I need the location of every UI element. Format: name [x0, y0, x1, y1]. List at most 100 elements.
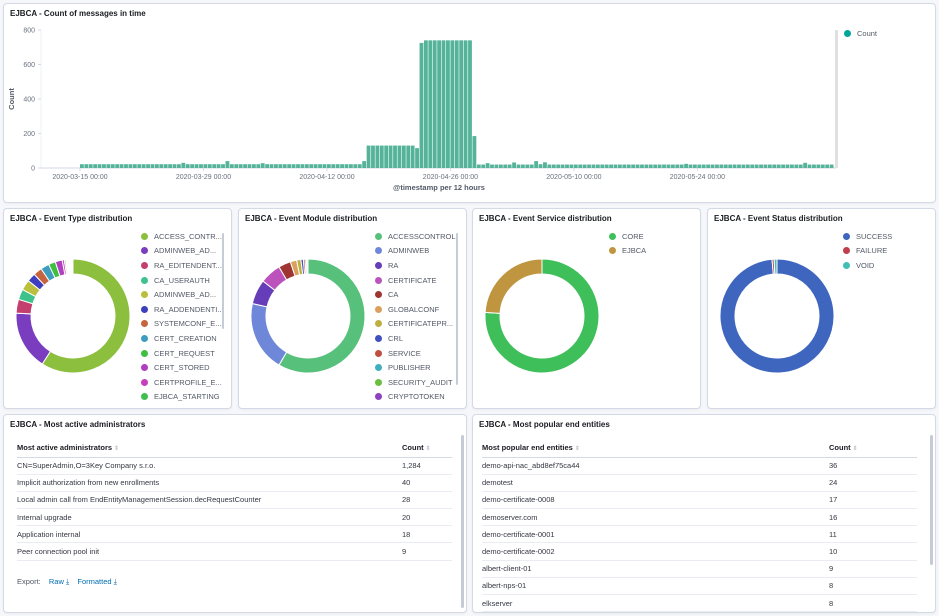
histogram-bar[interactable]: [781, 164, 785, 168]
histogram-bar[interactable]: [666, 164, 671, 168]
histogram-bar[interactable]: [485, 163, 490, 168]
histogram-bar[interactable]: [318, 164, 322, 168]
histogram-bar[interactable]: [635, 164, 640, 168]
histogram-bar[interactable]: [256, 164, 261, 168]
histogram-bar[interactable]: [675, 164, 680, 168]
histogram-bar[interactable]: [600, 164, 605, 168]
histogram-bar[interactable]: [278, 164, 283, 168]
legend-item[interactable]: SUCCESS: [843, 229, 892, 244]
histogram-bar[interactable]: [291, 164, 296, 168]
pie-slice[interactable]: [71, 258, 74, 275]
histogram-bar[interactable]: [194, 164, 199, 168]
histogram-bar[interactable]: [543, 162, 547, 168]
histogram-bar[interactable]: [468, 40, 472, 168]
histogram-bar[interactable]: [529, 164, 534, 168]
histogram-bar[interactable]: [688, 164, 693, 168]
legend-item[interactable]: CA_USERAUTH: [141, 273, 224, 288]
histogram-bar[interactable]: [282, 164, 287, 168]
histogram-bar[interactable]: [401, 145, 406, 168]
histogram-bar[interactable]: [525, 164, 530, 168]
histogram-bar[interactable]: [406, 145, 411, 168]
histogram-bar[interactable]: [410, 145, 415, 168]
histogram-bar[interactable]: [816, 164, 821, 168]
export-raw-link[interactable]: Raw ⤓: [49, 577, 69, 586]
histogram-bar[interactable]: [309, 164, 314, 168]
histogram-bar[interactable]: [569, 164, 574, 168]
legend-item[interactable]: EJBCA: [609, 244, 646, 259]
pie-slice[interactable]: [773, 258, 778, 275]
histogram-bar[interactable]: [648, 164, 653, 168]
histogram-bar[interactable]: [803, 162, 808, 168]
histogram-bar[interactable]: [181, 162, 186, 168]
legend-item[interactable]: SECURITY_AUDIT: [375, 375, 456, 390]
histogram-bar[interactable]: [595, 164, 600, 168]
legend-item[interactable]: VOID: [843, 258, 892, 273]
column-header-count[interactable]: Count ⇕: [829, 439, 917, 458]
histogram-bar[interactable]: [344, 164, 349, 168]
histogram-bar[interactable]: [503, 164, 508, 168]
histogram-bar[interactable]: [657, 164, 662, 168]
legend-item[interactable]: CA: [375, 287, 456, 302]
histogram-bar[interactable]: [454, 40, 459, 168]
sort-icon[interactable]: ⇕: [425, 446, 431, 453]
sort-icon[interactable]: ⇕: [574, 446, 580, 453]
pie-slice[interactable]: [484, 258, 543, 314]
histogram-bar[interactable]: [825, 164, 830, 168]
histogram-bar[interactable]: [238, 164, 243, 168]
histogram-bar[interactable]: [154, 164, 159, 168]
legend-item[interactable]: CERT_STORED: [141, 360, 224, 375]
legend-item[interactable]: SYSTEMCONF_E...: [141, 317, 224, 332]
legend-item[interactable]: CRL: [375, 331, 456, 346]
histogram-bar[interactable]: [512, 162, 516, 168]
histogram-bar[interactable]: [534, 161, 539, 168]
histogram-bar[interactable]: [163, 164, 168, 168]
histogram-bar[interactable]: [626, 164, 631, 168]
histogram-bar[interactable]: [604, 164, 609, 168]
histogram-bar[interactable]: [613, 164, 618, 168]
histogram-bar[interactable]: [662, 164, 666, 168]
legend-item[interactable]: ADMINWEB_AD...: [141, 287, 224, 302]
histogram-bar[interactable]: [463, 40, 468, 168]
histogram-bar[interactable]: [379, 145, 384, 168]
histogram-bar[interactable]: [221, 164, 225, 168]
histogram-bar[interactable]: [507, 164, 512, 168]
histogram-bar[interactable]: [146, 164, 150, 168]
histogram-bar[interactable]: [322, 164, 327, 168]
histogram-bar[interactable]: [741, 164, 746, 168]
histogram-bar[interactable]: [772, 164, 777, 168]
histogram-bar[interactable]: [728, 164, 733, 168]
legend-item[interactable]: FAILURE: [843, 244, 892, 259]
histogram-bar[interactable]: [428, 40, 433, 168]
histogram-bar[interactable]: [719, 164, 724, 168]
histogram-bar[interactable]: [820, 164, 825, 168]
histogram-bar[interactable]: [388, 145, 393, 168]
pie-slice[interactable]: [484, 258, 600, 374]
legend-item[interactable]: CERTIFICATE: [375, 273, 456, 288]
column-header-entity[interactable]: Most popular end entities ⇕: [482, 439, 829, 458]
histogram-bar[interactable]: [216, 164, 221, 168]
table-scrollbar[interactable]: [930, 435, 933, 565]
histogram-bar[interactable]: [587, 164, 591, 168]
histogram-bar[interactable]: [776, 164, 781, 168]
histogram-bar[interactable]: [234, 164, 239, 168]
histogram-bar[interactable]: [737, 164, 741, 168]
histogram-bar[interactable]: [124, 164, 128, 168]
sort-icon[interactable]: ⇕: [852, 446, 858, 453]
histogram-bar[interactable]: [446, 40, 450, 168]
histogram-bar[interactable]: [287, 164, 292, 168]
histogram-bar[interactable]: [476, 164, 481, 168]
histogram-bar[interactable]: [450, 40, 455, 168]
histogram-bar[interactable]: [185, 164, 190, 168]
histogram-bar[interactable]: [745, 164, 750, 168]
legend-scrollbar[interactable]: [456, 233, 458, 385]
histogram-bar[interactable]: [371, 145, 375, 168]
legend-item[interactable]: SERVICE: [375, 346, 456, 361]
histogram-bar[interactable]: [190, 164, 195, 168]
histogram-bar[interactable]: [653, 164, 658, 168]
histogram-bar[interactable]: [137, 164, 142, 168]
histogram-bar[interactable]: [159, 164, 164, 168]
legend-item[interactable]: GLOBALCONF: [375, 302, 456, 317]
histogram-bar[interactable]: [494, 164, 499, 168]
histogram-bar[interactable]: [80, 164, 84, 168]
histogram-bar[interactable]: [172, 164, 177, 168]
